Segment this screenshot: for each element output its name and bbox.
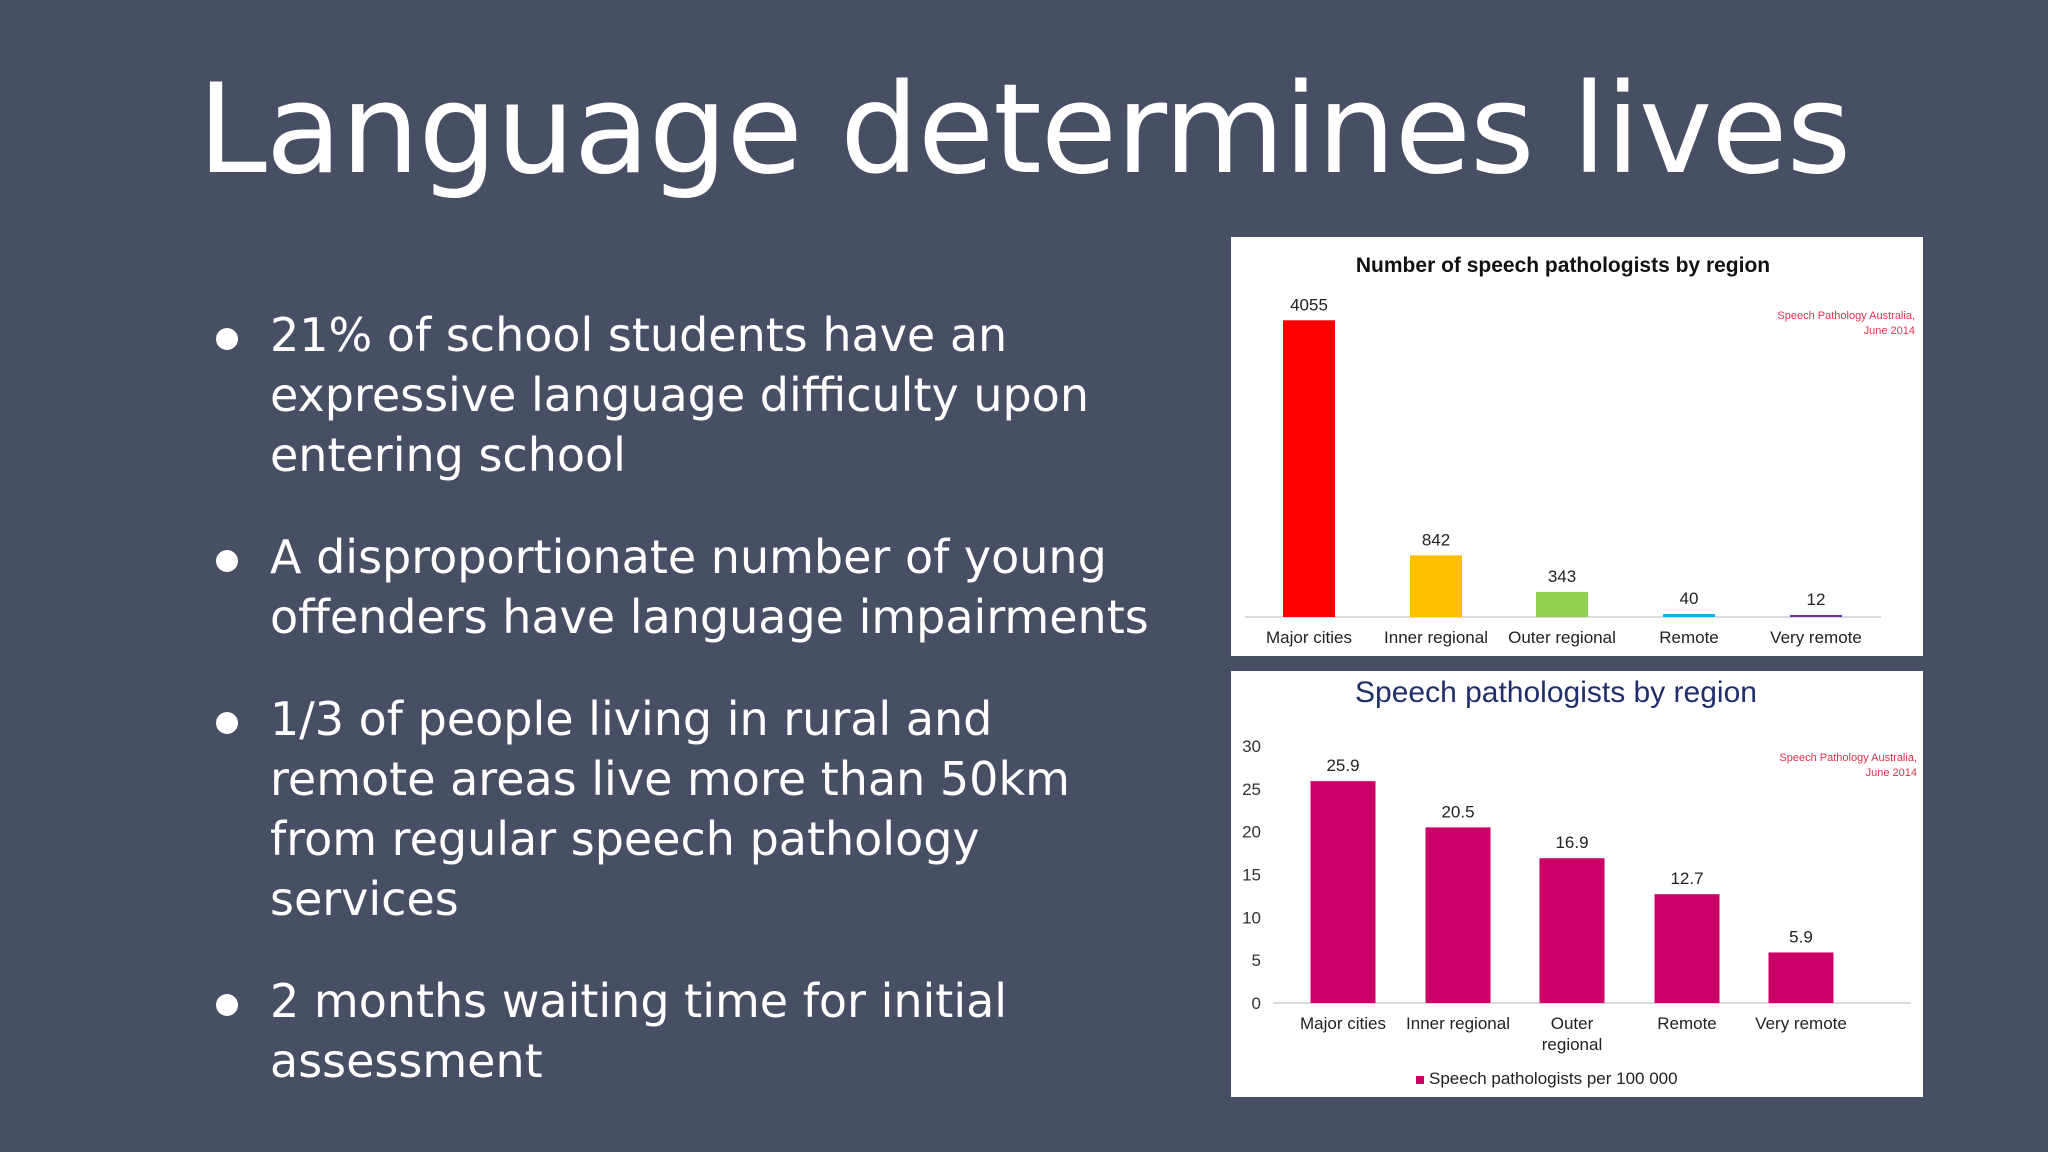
chart-count-by-region: Number of speech pathologists by region S… — [1231, 237, 1923, 656]
bullet-item: A disproportionate number of young offen… — [210, 527, 1150, 647]
bullet-dot-icon — [216, 550, 238, 572]
bullet-list: 21% of school students have an expressiv… — [210, 305, 1150, 1133]
y-tick-label: 0 — [1252, 994, 1261, 1013]
x-tick-label: Very remote — [1755, 1014, 1847, 1033]
slide-title: Language determines lives — [197, 58, 1851, 202]
bar — [1768, 952, 1834, 1003]
bar — [1283, 320, 1335, 617]
y-tick-label: 25 — [1242, 780, 1261, 799]
y-tick-label: 20 — [1242, 823, 1261, 842]
bullet-dot-icon — [216, 328, 238, 350]
source-note: Speech Pathology Australia, — [1779, 752, 1917, 764]
chart-title: Number of speech pathologists by region — [1356, 254, 1770, 277]
data-label: 40 — [1680, 589, 1699, 608]
bullet-item: 1/3 of people living in rural and remote… — [210, 689, 1150, 929]
bar — [1536, 591, 1588, 617]
source-note: June 2014 — [1864, 325, 1915, 337]
data-label: 25.9 — [1326, 756, 1359, 775]
legend-swatch — [1416, 1076, 1424, 1084]
data-label: 4055 — [1290, 295, 1328, 314]
data-label: 12.7 — [1670, 869, 1703, 888]
x-tick-label: Major cities — [1266, 628, 1352, 647]
y-tick-label: 15 — [1242, 866, 1261, 885]
y-tick-label: 30 — [1242, 737, 1261, 756]
bullet-text: 1/3 of people living in rural and remote… — [270, 692, 1070, 926]
data-label: 343 — [1548, 567, 1576, 586]
legend-label: Speech pathologists per 100 000 — [1429, 1069, 1678, 1088]
data-label: 16.9 — [1555, 833, 1588, 852]
x-tick-label: Major cities — [1300, 1014, 1386, 1033]
chart-rate-by-region: Speech pathologists by region Speech Path… — [1231, 671, 1923, 1097]
bar — [1425, 827, 1491, 1003]
bullet-dot-icon — [216, 712, 238, 734]
chart-count-svg: Number of speech pathologists by region S… — [1245, 254, 1915, 647]
x-tick-label: Remote — [1657, 1014, 1717, 1033]
source-note: Speech Pathology Australia, — [1777, 310, 1915, 322]
source-note: June 2014 — [1866, 767, 1917, 779]
x-tick-label: Inner regional — [1384, 628, 1488, 647]
x-tick-label: Remote — [1659, 628, 1719, 647]
x-tick-label: Outer regional — [1508, 628, 1616, 647]
bullet-item: 2 months waiting time for initial assess… — [210, 971, 1150, 1091]
data-label: 20.5 — [1441, 802, 1474, 821]
x-tick-label: Very remote — [1770, 628, 1862, 647]
bar — [1790, 615, 1842, 617]
x-tick-label: Outer — [1551, 1014, 1594, 1033]
y-tick-label: 5 — [1252, 951, 1261, 970]
bullet-text: A disproportionate number of young offen… — [270, 530, 1149, 644]
data-label: 5.9 — [1789, 927, 1813, 946]
bullet-text: 21% of school students have an expressiv… — [270, 308, 1089, 482]
bullet-dot-icon — [216, 994, 238, 1016]
bar — [1663, 614, 1715, 617]
x-tick-label: Inner regional — [1406, 1014, 1510, 1033]
bar — [1410, 555, 1462, 617]
data-label: 842 — [1422, 530, 1450, 549]
chart-rate-svg: Speech pathologists by region Speech Path… — [1242, 676, 1917, 1088]
bar — [1539, 858, 1605, 1003]
y-tick-label: 10 — [1242, 908, 1261, 927]
bar — [1654, 894, 1720, 1003]
bullet-text: 2 months waiting time for initial assess… — [270, 974, 1008, 1088]
x-tick-label: regional — [1542, 1035, 1603, 1054]
bar — [1310, 781, 1376, 1003]
data-label: 12 — [1807, 590, 1826, 609]
chart-title: Speech pathologists by region — [1355, 676, 1757, 709]
bullet-item: 21% of school students have an expressiv… — [210, 305, 1150, 485]
